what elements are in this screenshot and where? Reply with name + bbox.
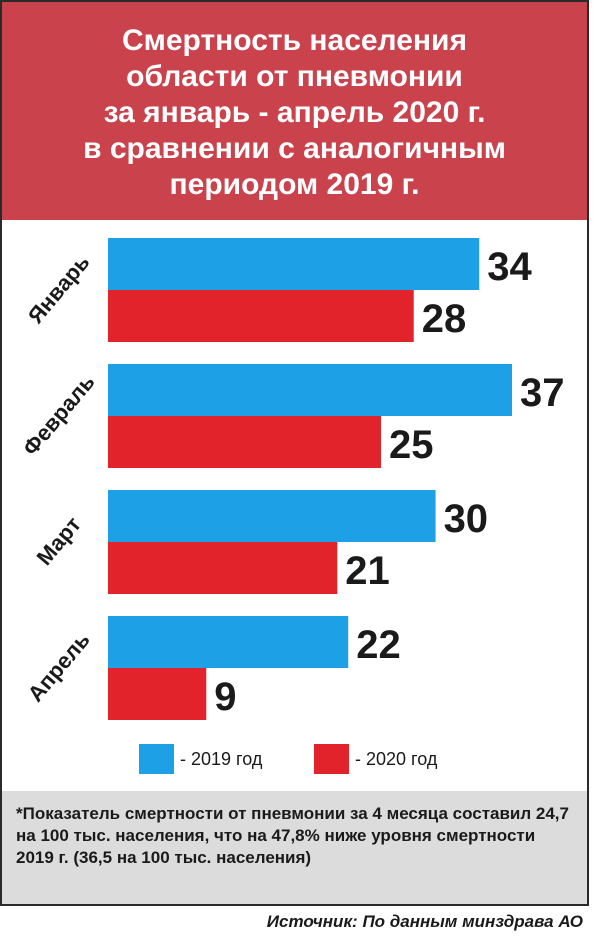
legend-label: - 2020 год xyxy=(355,749,438,769)
bar-2019 xyxy=(108,238,480,290)
source-line: Источник: По данным минздрава АО xyxy=(266,912,583,931)
legend-swatch-2019 xyxy=(139,744,174,774)
footnote: *Показатель смертности от пневмонии за 4… xyxy=(2,791,587,904)
category-label: Апрель xyxy=(23,627,95,706)
data-label: 30 xyxy=(444,497,489,541)
bar-2019 xyxy=(108,364,512,416)
data-label: 22 xyxy=(356,623,401,667)
bar-2019 xyxy=(108,490,436,542)
data-label: 34 xyxy=(487,245,532,289)
legend-label: - 2019 год xyxy=(180,749,263,769)
category-label: Январь xyxy=(23,250,95,329)
infographic-frame: Смертность населения области от пневмони… xyxy=(0,0,589,906)
chart-title: Смертность населения области от пневмони… xyxy=(83,24,506,201)
data-label: 9 xyxy=(214,675,236,719)
data-label: 37 xyxy=(520,371,565,415)
bar-2019 xyxy=(108,616,349,668)
data-label: 25 xyxy=(389,423,434,467)
bar-2020 xyxy=(108,542,338,594)
bar-chart: Январь 34 28 Февраль 37 25 Март 30 21 Апрель 22 9 - … xyxy=(18,238,565,774)
category-label: Март xyxy=(32,512,86,570)
bar-2020 xyxy=(108,668,207,720)
bar-2020 xyxy=(108,416,381,468)
data-label: 21 xyxy=(345,549,390,593)
data-label: 28 xyxy=(422,297,467,341)
category-label: Февраль xyxy=(18,369,100,460)
bar-2020 xyxy=(108,290,414,342)
chart-header: Смертность населения области от пневмони… xyxy=(2,2,587,220)
legend-swatch-2020 xyxy=(314,744,349,774)
